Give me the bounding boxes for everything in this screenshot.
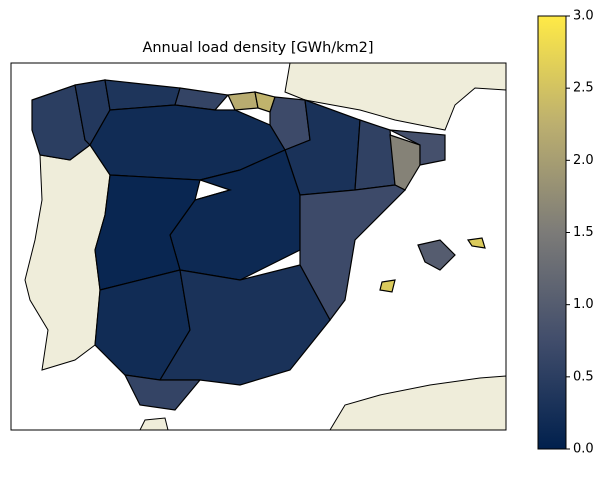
region [123, 374, 202, 411]
france [284, 63, 506, 131]
region [466, 237, 486, 249]
colorbar [537, 15, 567, 450]
africa [329, 375, 506, 430]
axes-frame [10, 62, 507, 431]
region [299, 184, 407, 322]
colorbar-tick-label: 0.0 [573, 442, 594, 457]
colorbar-tick-label: 1.0 [573, 297, 594, 312]
colorbar-tick-label: 2.0 [573, 153, 594, 168]
region [158, 264, 331, 386]
basemap [24, 63, 506, 430]
regions [31, 79, 486, 411]
region [379, 279, 396, 293]
region [389, 134, 421, 191]
colorbar-tick-label: 2.5 [573, 81, 594, 96]
colorbar-tick-label: 3.0 [573, 9, 594, 24]
colorbar-tick-label: 1.5 [573, 225, 594, 240]
chart-title: Annual load density [GWh/km2] [142, 40, 373, 56]
region [354, 119, 396, 191]
africa [139, 417, 169, 430]
region [389, 129, 446, 166]
colorbar-tick-label: 0.5 [573, 369, 594, 384]
region [417, 239, 456, 271]
region [227, 91, 259, 111]
